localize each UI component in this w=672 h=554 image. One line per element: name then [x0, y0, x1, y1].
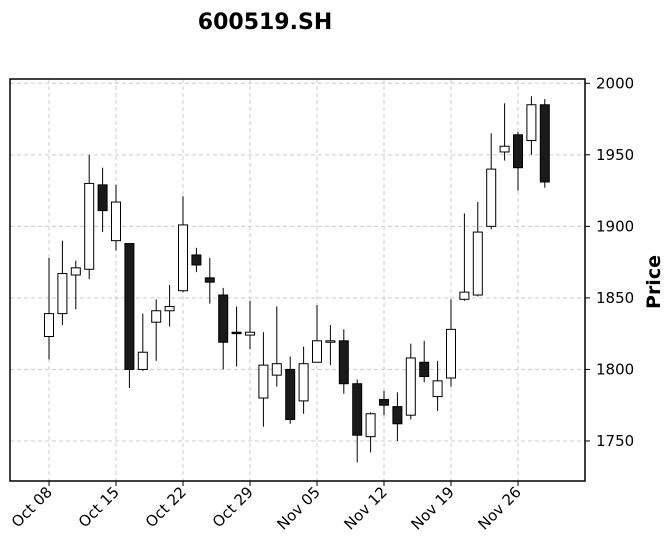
y-axis: 1750 1800 1850 1900 1950 2000	[585, 74, 634, 450]
candle-body-down	[97, 184, 108, 212]
candle	[513, 131, 523, 191]
candle	[285, 356, 296, 424]
candle	[472, 202, 483, 297]
candle-body-up	[84, 182, 95, 270]
candle-body-down	[285, 368, 296, 420]
x-tick-label: Oct 22	[142, 483, 190, 531]
y-tick-label: 1900	[596, 217, 634, 235]
candle	[446, 299, 456, 387]
x-tick-label: Nov 26	[475, 483, 525, 533]
candle-body-up	[164, 305, 175, 312]
chart-title: 600519.SH	[198, 10, 332, 35]
y-axis-label: Price	[643, 255, 665, 309]
candle	[379, 390, 389, 416]
x-tick-label: Nov 19	[408, 483, 458, 533]
candle	[486, 133, 497, 230]
candle	[338, 329, 349, 394]
candle-body-down	[379, 398, 389, 406]
candle-body-up	[486, 168, 497, 227]
candle-body-down	[539, 104, 550, 183]
candle-body-up	[526, 104, 537, 142]
candle-body-up	[57, 273, 68, 315]
candle	[84, 154, 95, 280]
candle	[57, 240, 68, 326]
candle	[405, 343, 416, 420]
candle	[245, 300, 255, 350]
candle-body-down	[352, 383, 363, 436]
candle-body-up	[70, 267, 81, 276]
candle-body-up	[365, 413, 376, 438]
x-tick-label: Oct 15	[75, 483, 123, 531]
grid-layer	[10, 79, 585, 481]
candle	[526, 96, 537, 155]
candle	[218, 287, 229, 370]
candle	[178, 196, 188, 293]
candle	[298, 346, 309, 414]
candle-body-down	[218, 294, 229, 343]
x-tick-label: Nov 05	[274, 483, 324, 533]
candle	[97, 167, 108, 233]
x-tick-label: Nov 12	[341, 483, 391, 533]
candle-body-up	[271, 363, 282, 376]
y-tick-label: 1950	[596, 146, 634, 164]
candle-body-up	[137, 351, 148, 370]
candle-body-down	[513, 134, 523, 169]
candle	[124, 243, 135, 389]
candle	[432, 360, 443, 411]
candle-body-up	[258, 364, 269, 399]
x-axis: Oct 08 Oct 15 Oct 22 Oct 29 Nov 05 Nov 12 Nov …	[8, 481, 525, 533]
candle-body-up	[312, 340, 322, 363]
candle	[191, 247, 202, 273]
candle-body-down	[204, 277, 215, 283]
candle	[459, 213, 470, 301]
candle-body-up	[151, 310, 162, 323]
candle-body-up	[178, 224, 188, 292]
candle	[70, 260, 81, 310]
candle	[137, 313, 148, 371]
candle	[258, 332, 269, 427]
candle-body-up	[44, 313, 54, 338]
y-tick-label: 1800	[596, 360, 634, 378]
candle	[365, 412, 376, 453]
candle-body-up	[298, 363, 309, 402]
candle	[151, 299, 162, 361]
candle-layer	[44, 96, 550, 463]
candle	[271, 306, 282, 387]
candle-body-down	[231, 331, 242, 335]
candle-body-up	[432, 380, 443, 398]
candle-body-up	[472, 231, 483, 296]
candle-body-up	[245, 331, 255, 336]
candle	[499, 103, 510, 161]
candle	[539, 99, 550, 188]
candle-body-down	[392, 406, 403, 425]
plot-frame	[9, 78, 586, 482]
candle-body-up	[111, 201, 121, 242]
candle-body-down	[124, 243, 135, 370]
candle	[204, 257, 215, 304]
candle	[325, 325, 336, 366]
candle	[231, 306, 242, 367]
candle-body-up	[459, 291, 470, 300]
x-tick-label: Oct 29	[209, 483, 257, 531]
candle	[419, 340, 430, 383]
y-tick-label: 2000	[596, 74, 634, 92]
candle	[312, 305, 322, 363]
candle	[352, 379, 363, 463]
candle-body-up	[446, 328, 456, 379]
candle-body-down	[419, 361, 430, 378]
candle-body-down	[338, 340, 349, 385]
y-tick-label: 1850	[596, 289, 634, 307]
candle	[111, 184, 121, 251]
x-tick-label: Oct 08	[8, 483, 56, 531]
candle	[164, 285, 175, 327]
candle-body-down	[191, 254, 202, 266]
candle-body-up	[405, 357, 416, 416]
candle-body-up	[325, 340, 336, 343]
y-tick-label: 1750	[596, 432, 634, 450]
candle	[392, 392, 403, 441]
candle	[44, 257, 54, 360]
candle-body-up	[499, 145, 510, 153]
